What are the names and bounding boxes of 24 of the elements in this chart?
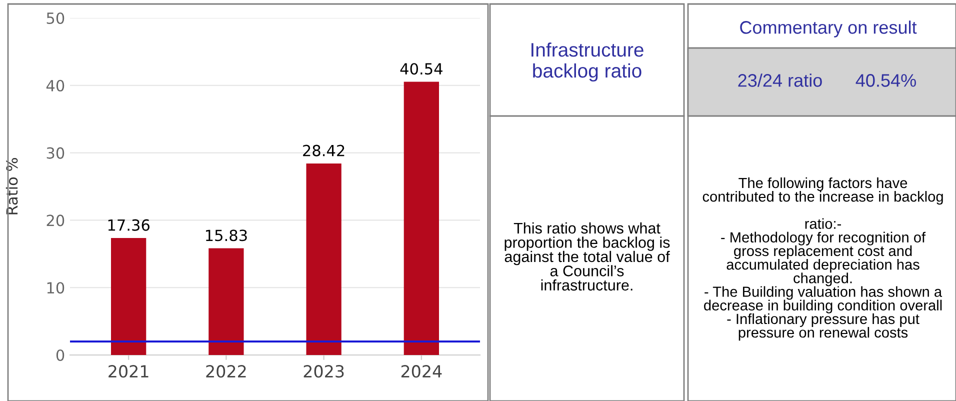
x-tick-label: 2024 xyxy=(401,365,442,378)
y-tick-label: 30 xyxy=(46,147,64,159)
text: 40.54% xyxy=(856,74,916,87)
data-label: 17.36 xyxy=(108,219,150,231)
bar xyxy=(404,82,439,355)
bar xyxy=(111,238,146,355)
bar xyxy=(306,163,342,355)
data-label: 28.42 xyxy=(303,144,344,156)
x-tick-label: 2022 xyxy=(206,365,246,378)
data-label: 40.54 xyxy=(400,63,442,75)
y-tick-label: 50 xyxy=(46,12,64,24)
text: 23/24 ratio xyxy=(738,74,822,87)
bar xyxy=(208,248,244,355)
text: The following factors have contributed to the increase in backlog ratio:- - Methodology for recognition of gross replacement cost and accumulated depreciation has changed. - The Building valuation has shown a decrease in building condition overall - Inflationary pressure has put pressure on renewal costs xyxy=(702,177,943,341)
text: Infrastructure backlog ratio xyxy=(532,42,644,82)
x-tick-label: 2023 xyxy=(304,365,344,378)
y-tick-label: 0 xyxy=(56,349,64,362)
text: Commentary on result xyxy=(740,20,917,38)
y-tick-label: 40 xyxy=(46,80,64,92)
data-label: 15.83 xyxy=(206,230,247,242)
text: This ratio shows what proportion the backlog is against the total value of a Council’s infrastructure. xyxy=(504,222,670,291)
x-tick-label: 2021 xyxy=(108,365,148,378)
y-tick-label: 10 xyxy=(47,282,64,294)
y-tick-label: 20 xyxy=(46,214,64,226)
